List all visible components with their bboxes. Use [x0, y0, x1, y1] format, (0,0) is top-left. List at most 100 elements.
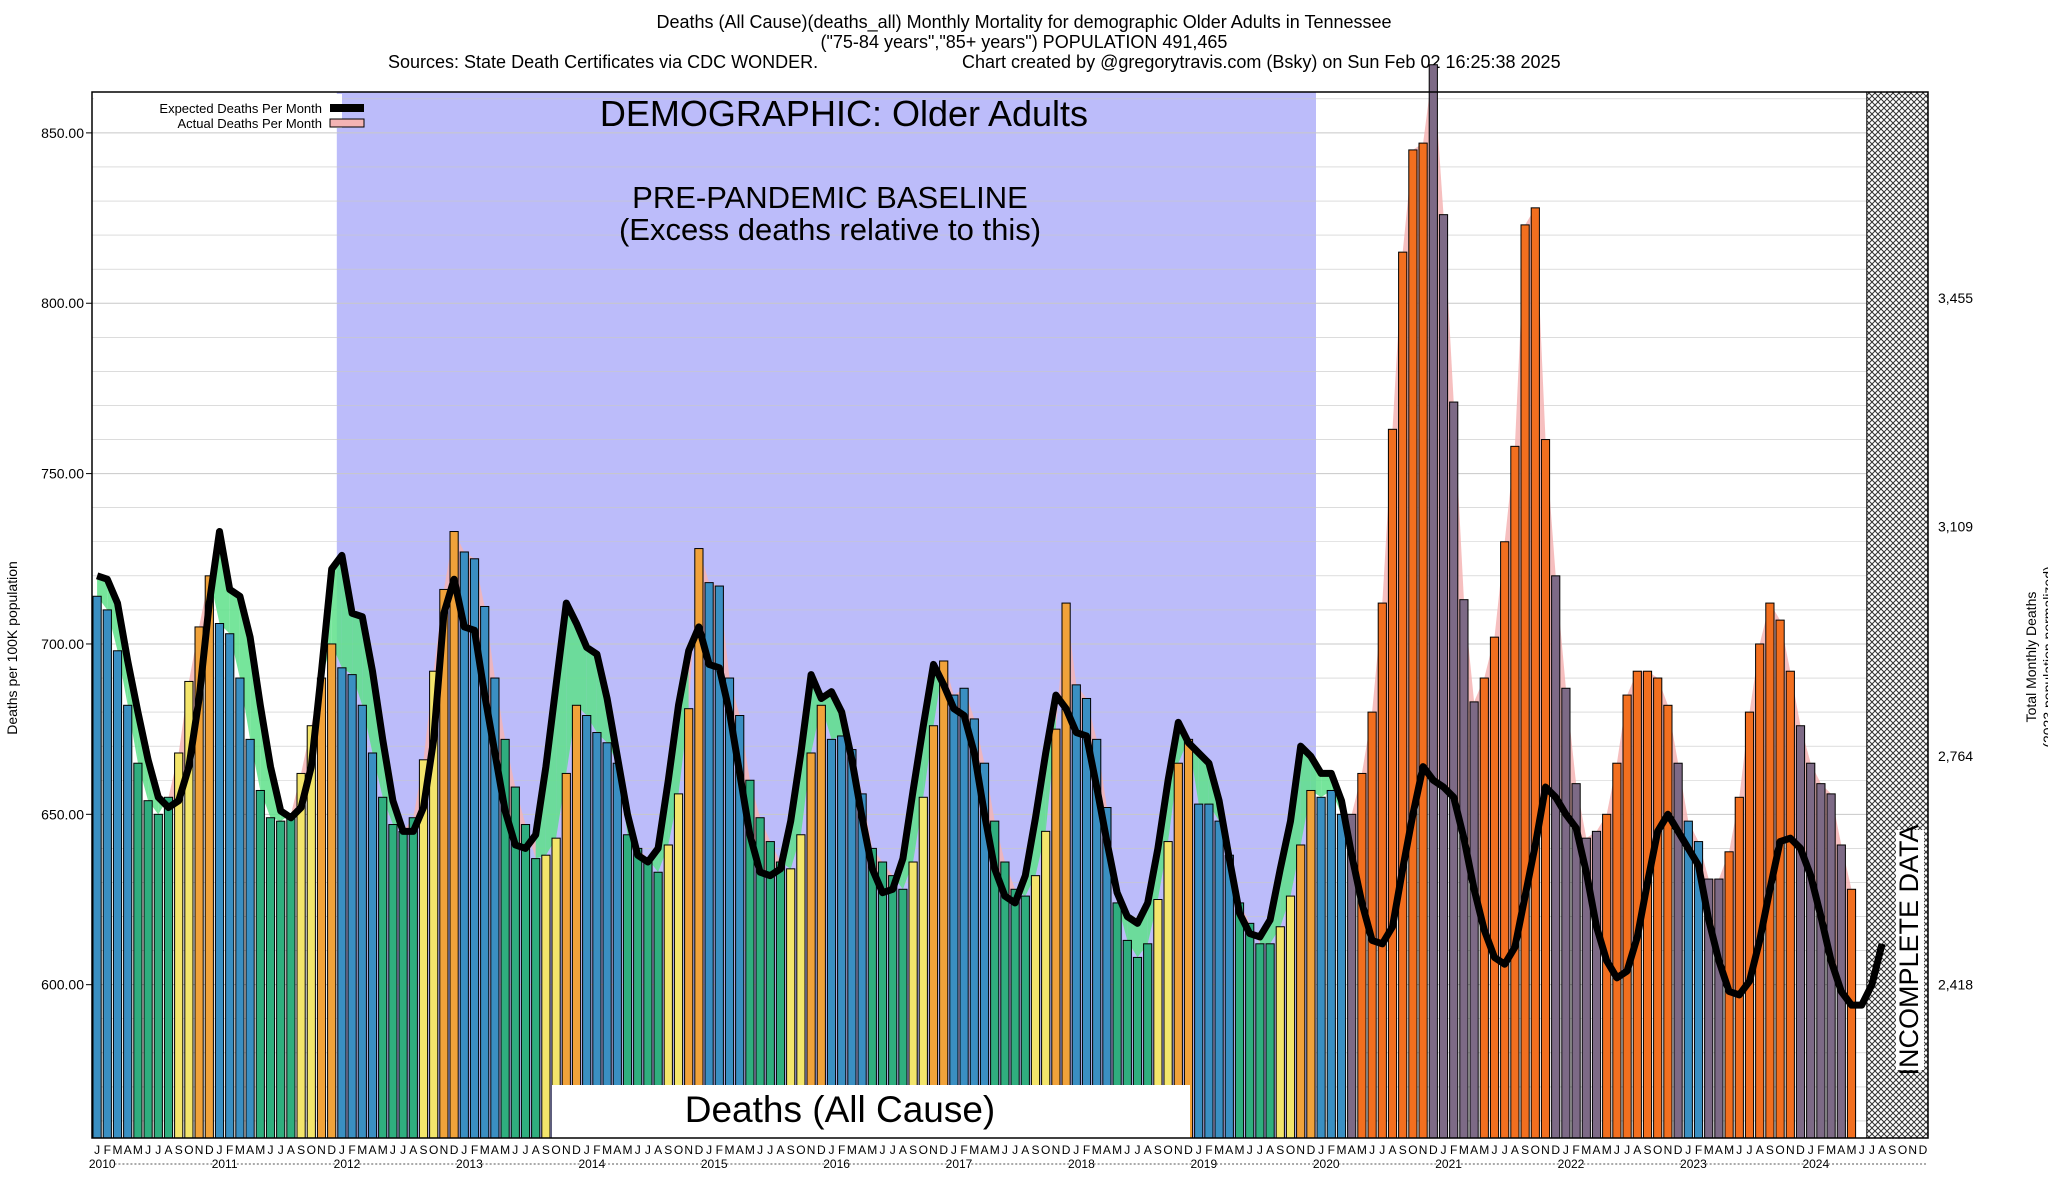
- month-label: M: [133, 1143, 143, 1157]
- bar: [174, 752, 184, 1139]
- bar: [1245, 922, 1255, 1139]
- bar: [225, 633, 235, 1139]
- bar: [296, 772, 306, 1139]
- month-label: M: [1581, 1143, 1591, 1157]
- bar: [153, 813, 163, 1139]
- bar: [449, 531, 459, 1139]
- month-label: A: [164, 1143, 172, 1157]
- bar: [1469, 701, 1479, 1139]
- bar: [1775, 619, 1785, 1139]
- left-axis-ticks: 600.00 650.00 700.00 750.00 800.00 850.00: [41, 125, 92, 993]
- month-label: A: [1756, 1143, 1764, 1157]
- month-label: S: [419, 1143, 427, 1157]
- chart-title-block: Deaths (All Cause)(deaths_all) Monthly M…: [0, 12, 2048, 72]
- month-label: J: [1002, 1143, 1008, 1157]
- bar: [582, 715, 592, 1139]
- month-label: M: [725, 1143, 735, 1157]
- month-label: O: [1408, 1143, 1417, 1157]
- bar: [92, 595, 102, 1139]
- month-label: A: [1511, 1143, 1519, 1157]
- month-label: A: [368, 1143, 376, 1157]
- month-label: N: [1052, 1143, 1061, 1157]
- month-label: J: [145, 1143, 151, 1157]
- bar: [235, 677, 245, 1139]
- bar: [1194, 803, 1204, 1139]
- month-label: A: [1470, 1143, 1478, 1157]
- month-label: N: [195, 1143, 204, 1157]
- month-label: A: [858, 1143, 866, 1157]
- month-label: O: [429, 1143, 438, 1157]
- bar: [1377, 602, 1387, 1139]
- month-label: M: [1337, 1143, 1347, 1157]
- month-label: J: [512, 1143, 518, 1157]
- month-label: F: [1083, 1143, 1090, 1157]
- month-label: D: [327, 1143, 336, 1157]
- bar: [816, 704, 826, 1139]
- month-label: M: [1357, 1143, 1367, 1157]
- bar: [1806, 762, 1816, 1139]
- bar: [1387, 428, 1398, 1139]
- year-label: 2021: [1435, 1157, 1462, 1171]
- month-label: J: [1502, 1143, 1508, 1157]
- bar: [806, 752, 816, 1139]
- year-label: 2015: [701, 1157, 728, 1171]
- month-label: O: [1041, 1143, 1050, 1157]
- bar: [398, 830, 408, 1139]
- month-label: F: [226, 1143, 233, 1157]
- month-label: O: [1286, 1143, 1295, 1157]
- month-label: D: [1184, 1143, 1193, 1157]
- y-tick-label: 600.00: [41, 977, 84, 993]
- bar: [316, 677, 327, 1139]
- bar: [286, 813, 296, 1139]
- bar: [847, 749, 857, 1139]
- y-tick-label: 750.00: [41, 466, 84, 482]
- month-label: M: [1214, 1143, 1224, 1157]
- year-label: 2014: [578, 1157, 605, 1171]
- difference-segment: [1300, 746, 1311, 845]
- bar: [949, 694, 959, 1139]
- bar: [1673, 762, 1683, 1139]
- month-label: J: [706, 1143, 712, 1157]
- y-tick-label: 850.00: [41, 125, 84, 141]
- month-label: N: [1541, 1143, 1550, 1157]
- month-label: J: [1736, 1143, 1742, 1157]
- month-label: A: [654, 1143, 662, 1157]
- month-label: A: [532, 1143, 540, 1157]
- month-label: N: [807, 1143, 816, 1157]
- month-label: S: [1643, 1143, 1651, 1157]
- month-label: J: [880, 1143, 886, 1157]
- month-label: A: [613, 1143, 621, 1157]
- month-label: A: [1266, 1143, 1274, 1157]
- bar: [1449, 401, 1459, 1139]
- y-tick-label: 650.00: [41, 806, 84, 822]
- month-label: J: [1859, 1143, 1865, 1157]
- bar: [1265, 943, 1275, 1139]
- month-label: J: [523, 1143, 529, 1157]
- month-label: A: [124, 1143, 132, 1157]
- month-label: J: [268, 1143, 274, 1157]
- month-label: A: [1388, 1143, 1396, 1157]
- difference-segment: [586, 647, 597, 733]
- month-label: J: [1073, 1143, 1079, 1157]
- month-label: S: [1399, 1143, 1407, 1157]
- bar: [1398, 251, 1408, 1139]
- month-label: J: [767, 1143, 773, 1157]
- month-label: A: [1715, 1143, 1723, 1157]
- year-label: 2012: [334, 1157, 361, 1171]
- month-label: A: [1837, 1143, 1845, 1157]
- month-label: S: [175, 1143, 183, 1157]
- bar: [1285, 895, 1296, 1139]
- bar: [1500, 541, 1510, 1139]
- month-label: A: [1103, 1143, 1111, 1157]
- month-label: M: [255, 1143, 265, 1157]
- bar: [602, 742, 612, 1139]
- bar: [459, 551, 469, 1139]
- bar: [1551, 575, 1561, 1139]
- y-tick-label: 800.00: [41, 295, 84, 311]
- year-label: 2017: [946, 1157, 973, 1171]
- bar: [1234, 902, 1245, 1139]
- month-label: F: [1450, 1143, 1457, 1157]
- month-label: A: [899, 1143, 907, 1157]
- incomplete-label-group: INCOMPLETE DATA: [1894, 824, 1924, 1076]
- month-label: M: [867, 1143, 877, 1157]
